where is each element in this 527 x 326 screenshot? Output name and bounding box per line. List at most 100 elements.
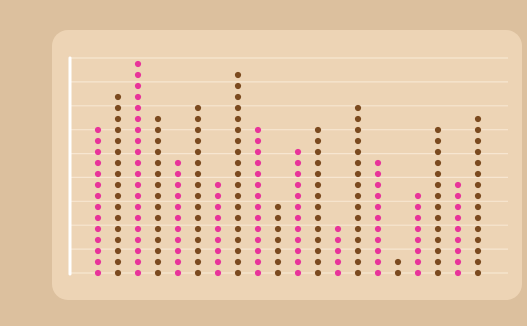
data-dot <box>234 104 242 112</box>
data-dot <box>234 93 242 101</box>
data-dot <box>134 82 142 90</box>
data-dot <box>314 126 322 134</box>
data-dot <box>114 225 122 233</box>
data-dot <box>234 225 242 233</box>
data-dot <box>94 159 102 167</box>
data-dot <box>434 170 442 178</box>
data-dot <box>214 192 222 200</box>
data-dot <box>414 258 422 266</box>
data-dot <box>94 126 102 134</box>
data-dot <box>314 159 322 167</box>
data-dot <box>354 170 362 178</box>
data-dot <box>454 203 462 211</box>
data-dot <box>474 181 482 189</box>
data-dot <box>434 126 442 134</box>
data-dot <box>294 258 302 266</box>
data-dot <box>194 203 202 211</box>
data-dot <box>454 181 462 189</box>
data-dot <box>434 159 442 167</box>
data-dot <box>174 170 182 178</box>
data-dot <box>354 126 362 134</box>
data-dot <box>94 269 102 277</box>
data-dot <box>314 181 322 189</box>
data-dot <box>474 225 482 233</box>
data-dot <box>174 269 182 277</box>
data-dot <box>254 148 262 156</box>
data-dot <box>234 269 242 277</box>
data-dot <box>374 258 382 266</box>
data-dot <box>354 115 362 123</box>
data-dot <box>114 159 122 167</box>
data-dot <box>374 214 382 222</box>
data-dot <box>114 137 122 145</box>
data-dot <box>214 181 222 189</box>
data-dot <box>114 247 122 255</box>
data-dot <box>94 225 102 233</box>
data-dot <box>194 269 202 277</box>
data-dot <box>174 192 182 200</box>
data-dot <box>174 214 182 222</box>
data-dot <box>94 192 102 200</box>
data-dot <box>394 258 402 266</box>
data-dot <box>434 214 442 222</box>
data-dot <box>454 247 462 255</box>
data-dot <box>254 192 262 200</box>
dot-column <box>274 203 282 277</box>
dot-column <box>374 159 382 277</box>
data-dot <box>274 203 282 211</box>
data-dot <box>194 258 202 266</box>
data-dot <box>414 192 422 200</box>
data-dot <box>234 214 242 222</box>
data-dot <box>254 269 262 277</box>
data-dot <box>234 137 242 145</box>
data-dot <box>474 170 482 178</box>
data-dot <box>374 203 382 211</box>
data-dot <box>234 159 242 167</box>
data-dot <box>154 269 162 277</box>
data-dot <box>474 148 482 156</box>
data-dot <box>174 159 182 167</box>
data-dot <box>434 203 442 211</box>
data-dot <box>134 258 142 266</box>
data-dot <box>254 225 262 233</box>
data-dot <box>194 159 202 167</box>
data-dot <box>134 137 142 145</box>
data-dot <box>174 181 182 189</box>
data-dot <box>314 203 322 211</box>
data-dot <box>134 214 142 222</box>
data-dot <box>274 214 282 222</box>
data-dot <box>434 181 442 189</box>
data-dot <box>174 203 182 211</box>
data-dot <box>354 137 362 145</box>
data-dot <box>214 203 222 211</box>
data-dot <box>234 236 242 244</box>
data-dot <box>294 225 302 233</box>
data-dot <box>334 258 342 266</box>
data-dot <box>234 71 242 79</box>
data-dot <box>94 247 102 255</box>
data-dot <box>254 203 262 211</box>
data-dot <box>234 192 242 200</box>
data-dot <box>354 214 362 222</box>
data-dot <box>454 225 462 233</box>
data-dot <box>154 137 162 145</box>
data-dot <box>434 258 442 266</box>
dot-column <box>334 225 342 277</box>
dot-column-chart <box>68 56 508 277</box>
data-dot <box>434 247 442 255</box>
data-dot <box>154 192 162 200</box>
data-dot <box>354 247 362 255</box>
data-dot <box>454 258 462 266</box>
data-dot <box>254 214 262 222</box>
data-dot <box>474 214 482 222</box>
data-dot <box>474 137 482 145</box>
data-dot <box>354 104 362 112</box>
data-dot <box>154 181 162 189</box>
dot-column <box>354 104 362 277</box>
data-dot <box>354 269 362 277</box>
dot-column <box>94 126 102 277</box>
data-dot <box>194 181 202 189</box>
data-dot <box>414 203 422 211</box>
data-dot <box>134 60 142 68</box>
data-dot <box>374 181 382 189</box>
